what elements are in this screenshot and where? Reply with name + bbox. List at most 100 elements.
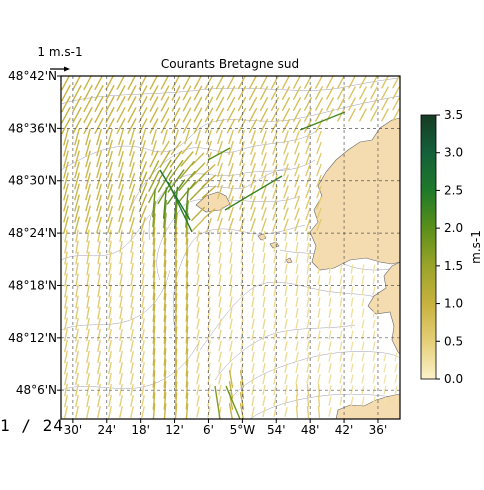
current-vector	[228, 184, 234, 200]
current-vector	[294, 207, 300, 221]
current-vector	[83, 76, 92, 91]
current-vector	[383, 396, 387, 406]
x-tick-label-4: 6'	[203, 423, 214, 437]
current-vector	[305, 185, 311, 199]
current-vector	[185, 348, 189, 366]
current-vector	[229, 296, 233, 308]
current-vector	[350, 297, 354, 307]
current-vector	[229, 351, 233, 363]
current-vector	[328, 407, 332, 417]
current-vector	[163, 303, 167, 323]
current-vector	[294, 185, 300, 199]
current-vector	[273, 373, 277, 385]
current-vector	[226, 107, 236, 123]
current-vector	[163, 392, 167, 410]
current-vector	[295, 374, 299, 384]
current-vector	[370, 108, 378, 122]
current-vector	[119, 306, 123, 320]
current-vector	[108, 405, 112, 419]
current-vector	[179, 160, 195, 180]
current-vector	[239, 370, 245, 388]
current-vector	[248, 76, 257, 90]
current-vector	[163, 337, 167, 355]
current-vector	[97, 394, 101, 408]
current-vector	[61, 95, 71, 113]
current-vector	[152, 226, 156, 246]
current-vector	[218, 340, 222, 352]
current-vector	[196, 395, 200, 407]
current-vector	[261, 141, 267, 155]
current-vector	[163, 199, 167, 229]
current-vector	[328, 352, 332, 362]
current-vector	[292, 119, 302, 133]
current-vector	[174, 304, 178, 322]
current-vector	[372, 297, 376, 307]
current-vector	[273, 230, 277, 242]
current-vector	[350, 286, 354, 296]
page-counter: 1 / 24	[0, 416, 64, 435]
current-vector	[251, 340, 255, 352]
current-vector	[306, 374, 310, 384]
current-vector	[75, 328, 79, 342]
current-vector	[239, 163, 245, 177]
current-vector	[261, 196, 267, 210]
current-vector	[215, 118, 225, 134]
current-vector	[193, 76, 202, 90]
current-vector	[149, 96, 159, 112]
current-vector	[97, 328, 101, 342]
current-vector	[97, 361, 101, 375]
current-vector	[270, 85, 280, 101]
current-vector	[328, 319, 332, 329]
current-vector	[105, 118, 115, 134]
current-vector	[326, 97, 334, 111]
current-vector	[359, 97, 367, 111]
current-vector	[162, 187, 168, 219]
current-vector	[226, 96, 236, 112]
current-vector	[237, 107, 247, 123]
current-vector	[118, 150, 124, 168]
current-vector	[350, 319, 354, 329]
current-vector	[83, 84, 93, 102]
current-vector	[196, 274, 200, 286]
current-vector	[361, 264, 365, 274]
current-vector	[284, 285, 288, 297]
current-vector	[75, 306, 79, 320]
current-vector	[108, 229, 112, 243]
current-vector	[148, 160, 160, 180]
current-vector	[218, 362, 222, 374]
current-vector	[262, 340, 266, 352]
current-vector	[149, 150, 159, 168]
current-vector	[85, 150, 91, 168]
current-vector	[160, 140, 170, 156]
current-vector	[119, 240, 123, 254]
y-tick-label-3: 48°24'N	[8, 226, 57, 240]
current-vector	[261, 185, 267, 199]
current-vector	[207, 329, 211, 341]
y-tick-label-0: 48°42'N	[8, 69, 57, 83]
current-vector	[193, 85, 203, 101]
current-vector	[152, 326, 156, 344]
current-vector	[315, 76, 323, 89]
current-vector	[239, 185, 245, 199]
current-vector	[130, 351, 134, 363]
current-vector	[218, 307, 222, 319]
current-vector	[119, 284, 123, 298]
current-vector	[185, 271, 189, 289]
current-vector	[96, 194, 102, 212]
current-vector	[152, 359, 156, 377]
current-vector	[173, 186, 179, 220]
current-vector	[196, 263, 200, 275]
colorbar-tick-label-3: 1.5	[444, 259, 463, 273]
current-vector	[63, 205, 69, 223]
current-vector	[195, 129, 201, 145]
current-vector	[159, 150, 171, 168]
current-vector	[163, 259, 167, 279]
current-vector	[64, 229, 68, 243]
current-vector	[206, 217, 212, 233]
current-vector	[272, 174, 278, 188]
current-vector	[152, 281, 156, 301]
current-vector	[189, 183, 207, 201]
current-vector	[294, 196, 300, 210]
current-vector	[339, 385, 343, 395]
current-vector	[394, 363, 398, 373]
